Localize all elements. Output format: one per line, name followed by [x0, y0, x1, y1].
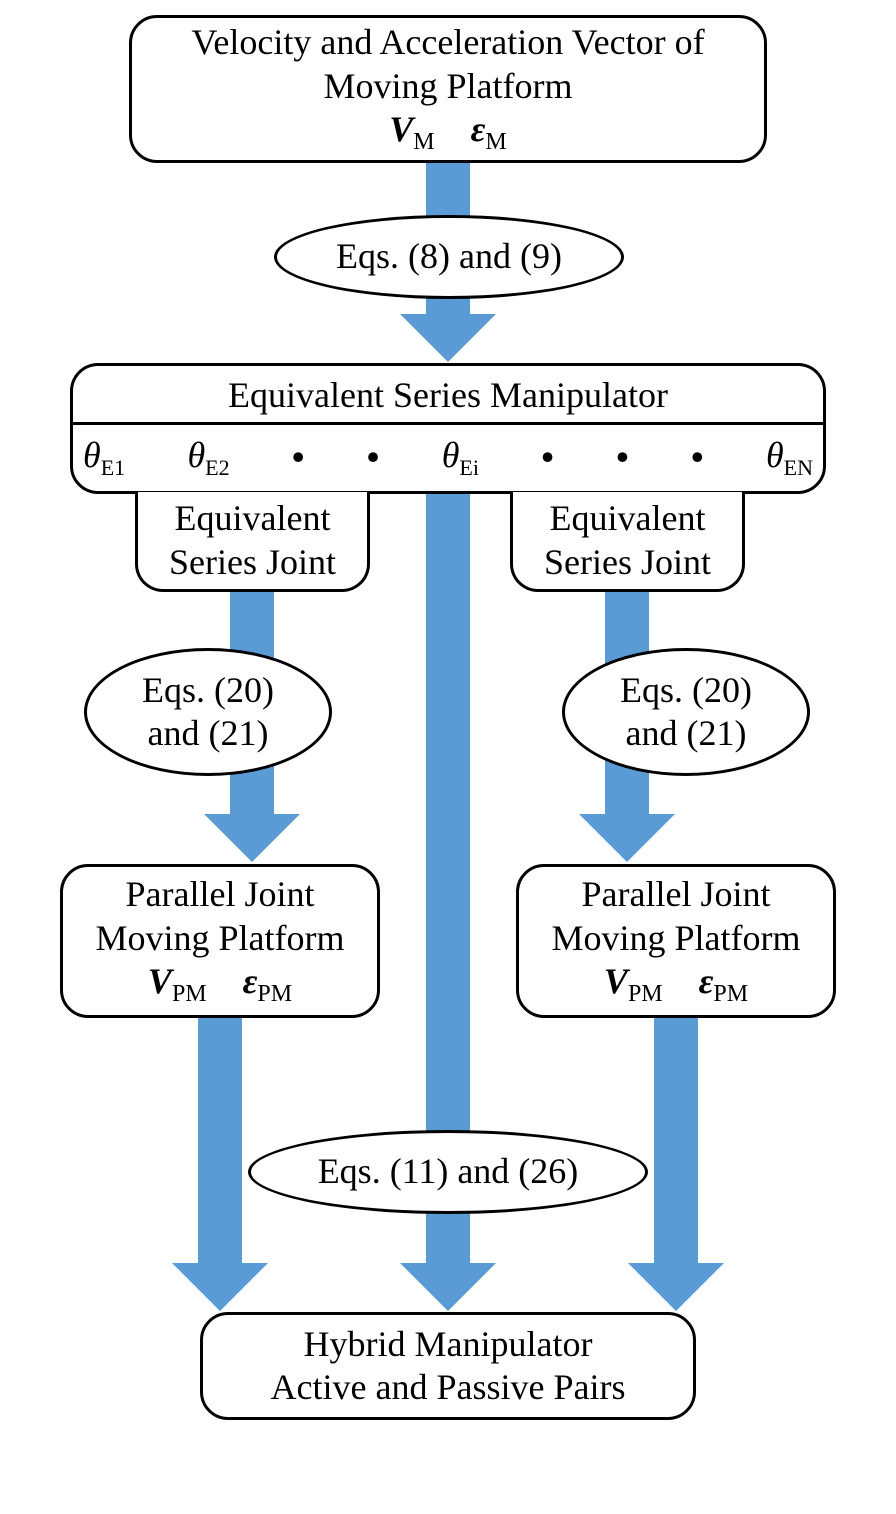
text-line: Equivalent [550, 497, 706, 540]
formula: VM εM [389, 108, 506, 157]
node-parallel-joint-right: Parallel Joint Moving Platform VPM εPM [516, 864, 836, 1018]
text-line: Parallel Joint [582, 873, 771, 916]
text-line: Velocity and Acceleration Vector of [191, 21, 704, 64]
node-eqs-11-26: Eqs. (11) and (26) [248, 1130, 648, 1214]
node-eqs-20-21-right: Eqs. (20) and (21) [562, 648, 810, 776]
node-hybrid-manipulator: Hybrid Manipulator Active and Passive Pa… [200, 1312, 696, 1420]
text-line: Parallel Joint [126, 873, 315, 916]
text-line: Active and Passive Pairs [271, 1366, 626, 1409]
node-series-row: θE1 θE2 • • θEi • • • θEN [70, 422, 826, 494]
formula: VPM εPM [604, 960, 748, 1009]
text-line: Moving Platform [324, 65, 573, 108]
formula: VPM εPM [148, 960, 292, 1009]
dot-icon: • [691, 436, 704, 479]
node-velocity-acceleration: Velocity and Acceleration Vector of Movi… [129, 15, 767, 163]
text-line: Eqs. (20) [620, 669, 752, 712]
node-equivalent-series-joint-right: Equivalent Series Joint [510, 492, 745, 592]
text-line: and (21) [626, 712, 747, 755]
node-eqs-8-9: Eqs. (8) and (9) [274, 215, 624, 299]
text-line: Series Joint [544, 541, 711, 584]
text-line: Equivalent Series Manipulator [228, 374, 668, 417]
dot-icon: • [367, 436, 380, 479]
text-line: Hybrid Manipulator [304, 1323, 593, 1366]
text-line: Eqs. (20) [142, 669, 274, 712]
dot-icon: • [292, 436, 305, 479]
flowchart-root: Velocity and Acceleration Vector of Movi… [0, 0, 896, 1514]
text-line: and (21) [148, 712, 269, 755]
theta-Ei: θEi [442, 434, 479, 482]
node-equivalent-series-joint-left: Equivalent Series Joint [135, 492, 370, 592]
dot-icon: • [541, 436, 554, 479]
theta-EN: θEN [766, 434, 813, 482]
series-row-content: θE1 θE2 • • θEi • • • θEN [73, 425, 823, 491]
text-line: Eqs. (11) and (26) [318, 1150, 579, 1193]
dot-icon: • [616, 436, 629, 479]
text-line: Eqs. (8) and (9) [336, 235, 562, 278]
node-series-title: Equivalent Series Manipulator [70, 363, 826, 425]
text-line: Equivalent [175, 497, 331, 540]
text-line: Moving Platform [552, 917, 801, 960]
node-parallel-joint-left: Parallel Joint Moving Platform VPM εPM [60, 864, 380, 1018]
text-line: Moving Platform [96, 917, 345, 960]
theta-E2: θE2 [187, 434, 229, 482]
theta-E1: θE1 [83, 434, 125, 482]
node-eqs-20-21-left: Eqs. (20) and (21) [84, 648, 332, 776]
text-line: Series Joint [169, 541, 336, 584]
